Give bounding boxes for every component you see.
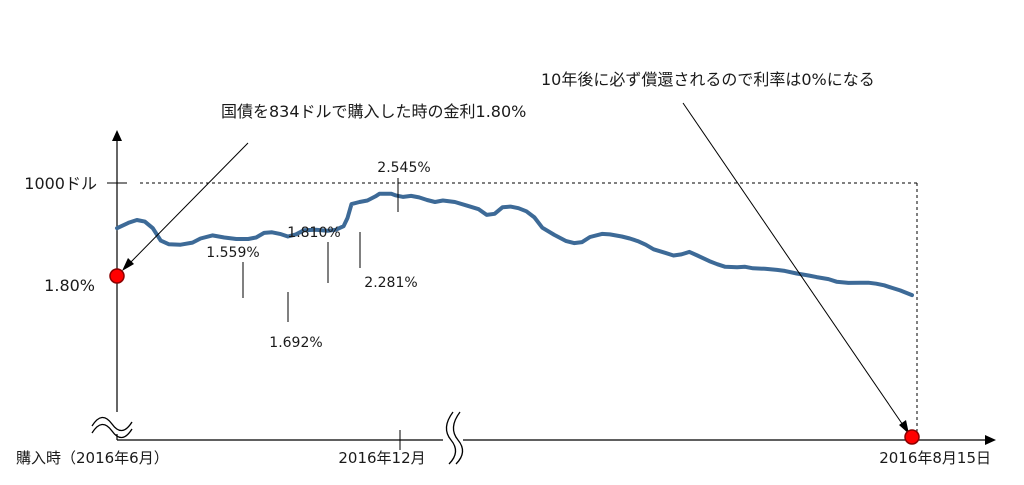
rate-label-1559: 1.559% (206, 245, 259, 261)
purchase-annotation: 国債を834ドルで購入した時の金利1.80% (221, 102, 526, 121)
x-label-end: 2016年8月15日 (879, 449, 991, 467)
maturity-point-marker (904, 429, 920, 445)
y-label-rate: 1.80% (44, 276, 95, 295)
purchase-point-marker (109, 268, 125, 284)
chart-labels: 1000ドル 1.80% 購入時（2016年6月） 2016年12月 2016年… (16, 70, 991, 467)
callout-arrows (122, 102, 909, 434)
axes (107, 130, 996, 450)
purchase-arrow (126, 142, 249, 267)
rate-label-2545: 2.545% (377, 160, 430, 176)
purchase-arrow-head-icon (122, 258, 134, 271)
x-label-start: 購入時（2016年6月） (16, 449, 169, 467)
rate-label-2281: 2.281% (364, 275, 417, 291)
x-label-mid: 2016年12月 (338, 449, 425, 467)
maturity-arrow-head-icon (899, 420, 909, 434)
maturity-arrow (682, 102, 906, 429)
x-axis-arrow-icon (985, 435, 996, 445)
rate-label-1810: 1.810% (287, 225, 340, 241)
bond-price-line (115, 191, 914, 298)
label-leader-lines (242, 178, 399, 322)
axis-breaks (90, 411, 464, 465)
y-axis-break-icon (91, 416, 133, 432)
maturity-annotation: 10年後に必ず償還されるので利率は0%になる (541, 70, 875, 89)
rate-label-1692: 1.692% (269, 335, 322, 351)
y-axis-arrow-icon (112, 130, 122, 141)
x-axis-break-icon (445, 411, 457, 465)
y-axis-break-icon (91, 423, 133, 439)
y-label-1000: 1000ドル (24, 174, 97, 193)
x-axis-break-icon (452, 411, 464, 465)
